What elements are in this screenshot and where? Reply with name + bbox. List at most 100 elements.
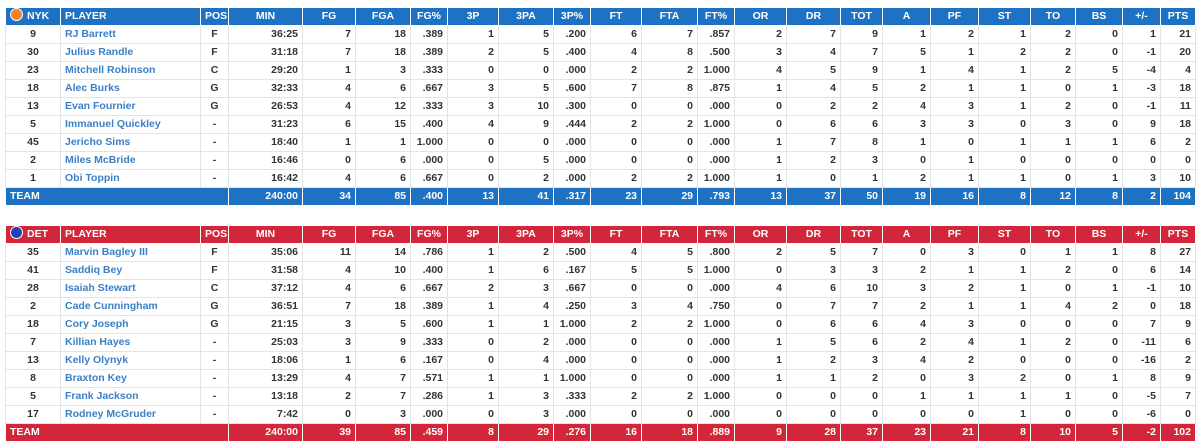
column-header: POS [200,225,229,244]
stat-cell: 0 [882,243,931,262]
stat-cell: -3 [1122,79,1161,98]
stat-cell: 18 [355,43,411,62]
column-header: FT% [697,225,735,244]
header-row: DET PLAYER POS MIN FG FGA FG% 3P 3PA 3P% FT FTA FT% O… [5,225,1196,244]
stat-cell: 2 [641,115,698,134]
stat-cell: F [200,261,229,280]
stat-cell: 5 [1075,61,1123,80]
column-header: OR [734,7,787,26]
stat-cell: 1 [930,261,979,280]
stat-cell: 5 [786,243,841,262]
stat-cell: 2 [5,297,61,316]
player-name[interactable]: Killian Hayes [60,333,201,352]
stat-cell: 3 [930,315,979,334]
stat-cell: 1 [447,387,499,406]
stat-cell: 1 [302,351,356,370]
stat-cell: .000 [553,169,591,188]
stat-cell: 1 [447,243,499,262]
player-name[interactable]: Braxton Key [60,369,201,388]
player-name[interactable]: Marvin Bagley III [60,243,201,262]
player-name[interactable]: Jericho Sims [60,133,201,152]
player-name[interactable]: Rodney McGruder [60,405,201,424]
stat-cell: 1 [447,369,499,388]
player-name[interactable]: Isaiah Stewart [60,279,201,298]
stat-cell: 1 [978,79,1031,98]
stat-cell: 4 [302,97,356,116]
stat-cell: .667 [410,169,448,188]
stat-cell: 1 [355,133,411,152]
stat-cell: - [200,387,229,406]
stat-cell: 2 [641,315,698,334]
player-name[interactable]: Cade Cunningham [60,297,201,316]
stat-cell: 2 [498,243,554,262]
player-name[interactable]: Obi Toppin [60,169,201,188]
player-name[interactable]: Evan Fournier [60,97,201,116]
stat-cell: .286 [410,387,448,406]
column-header: FTA [641,7,698,26]
stat-cell: 2 [840,369,883,388]
stat-cell: 5 [786,61,841,80]
stat-cell: 7 [641,25,698,44]
stat-cell: 1 [930,43,979,62]
stat-cell: 3 [302,315,356,334]
player-name[interactable]: Alec Burks [60,79,201,98]
stat-cell: 2 [641,387,698,406]
column-header: 3P [447,7,499,26]
stat-cell: 4 [302,169,356,188]
stat-cell: 3 [882,115,931,134]
stat-cell: 0 [978,115,1031,134]
stat-cell: 1 [930,151,979,170]
player-name[interactable]: Frank Jackson [60,387,201,406]
stat-cell: 2 [786,97,841,116]
column-header: DR [786,7,841,26]
stat-cell: 3 [1030,115,1076,134]
stat-cell: .200 [553,25,591,44]
player-name[interactable]: Julius Randle [60,43,201,62]
stat-cell: 6 [1122,261,1161,280]
total-cell: .317 [553,187,591,206]
column-header: FG [302,7,356,26]
stat-cell: 6 [498,261,554,280]
player-row: 5 Frank Jackson -13:18 2 7.286 1 3.333 2 2 1.000 0… [5,387,1196,406]
total-cell: 12 [1030,187,1076,206]
player-row: 28 Isaiah Stewart C 37:12 4 6.667 2 3.667 0 0.000… [5,279,1196,298]
stat-cell: 1 [978,25,1031,44]
stat-cell: 1 [882,133,931,152]
player-name[interactable]: RJ Barrett [60,25,201,44]
stat-cell: 3 [355,61,411,80]
stat-cell: 0 [786,169,841,188]
player-name[interactable]: Miles McBride [60,151,201,170]
stat-cell: 31:58 [228,261,303,280]
team-abbr: NYK [27,10,50,22]
stat-cell: .000 [410,405,448,424]
stat-cell: 1 [734,151,787,170]
stat-cell: 0 [1122,151,1161,170]
stat-cell: 2 [978,43,1031,62]
player-name[interactable]: Immanuel Quickley [60,115,201,134]
stat-cell: 15 [355,115,411,134]
stat-cell: 5 [590,261,642,280]
column-header: 3P% [553,225,591,244]
stat-cell: 31:18 [228,43,303,62]
stat-cell: 8 [5,369,61,388]
stat-cell: 0 [1030,79,1076,98]
stat-cell: 1 [882,25,931,44]
stat-cell: 0 [641,351,698,370]
total-cell: 8 [447,423,499,442]
stat-cell: 5 [840,79,883,98]
stat-cell: 0 [447,133,499,152]
stat-cell: .667 [410,79,448,98]
stat-cell: 4 [930,333,979,352]
stat-cell: 14 [355,243,411,262]
column-header: ST [978,225,1031,244]
stat-cell: 1.000 [697,261,735,280]
total-cell: 104 [1160,187,1196,206]
player-name[interactable]: Kelly Olynyk [60,351,201,370]
player-name[interactable]: Cory Joseph [60,315,201,334]
stat-cell: .400 [410,115,448,134]
stat-cell: 4 [882,315,931,334]
player-name[interactable]: Saddiq Bey [60,261,201,280]
stat-cell: 7 [786,25,841,44]
stat-cell: 8 [641,79,698,98]
player-name[interactable]: Mitchell Robinson [60,61,201,80]
